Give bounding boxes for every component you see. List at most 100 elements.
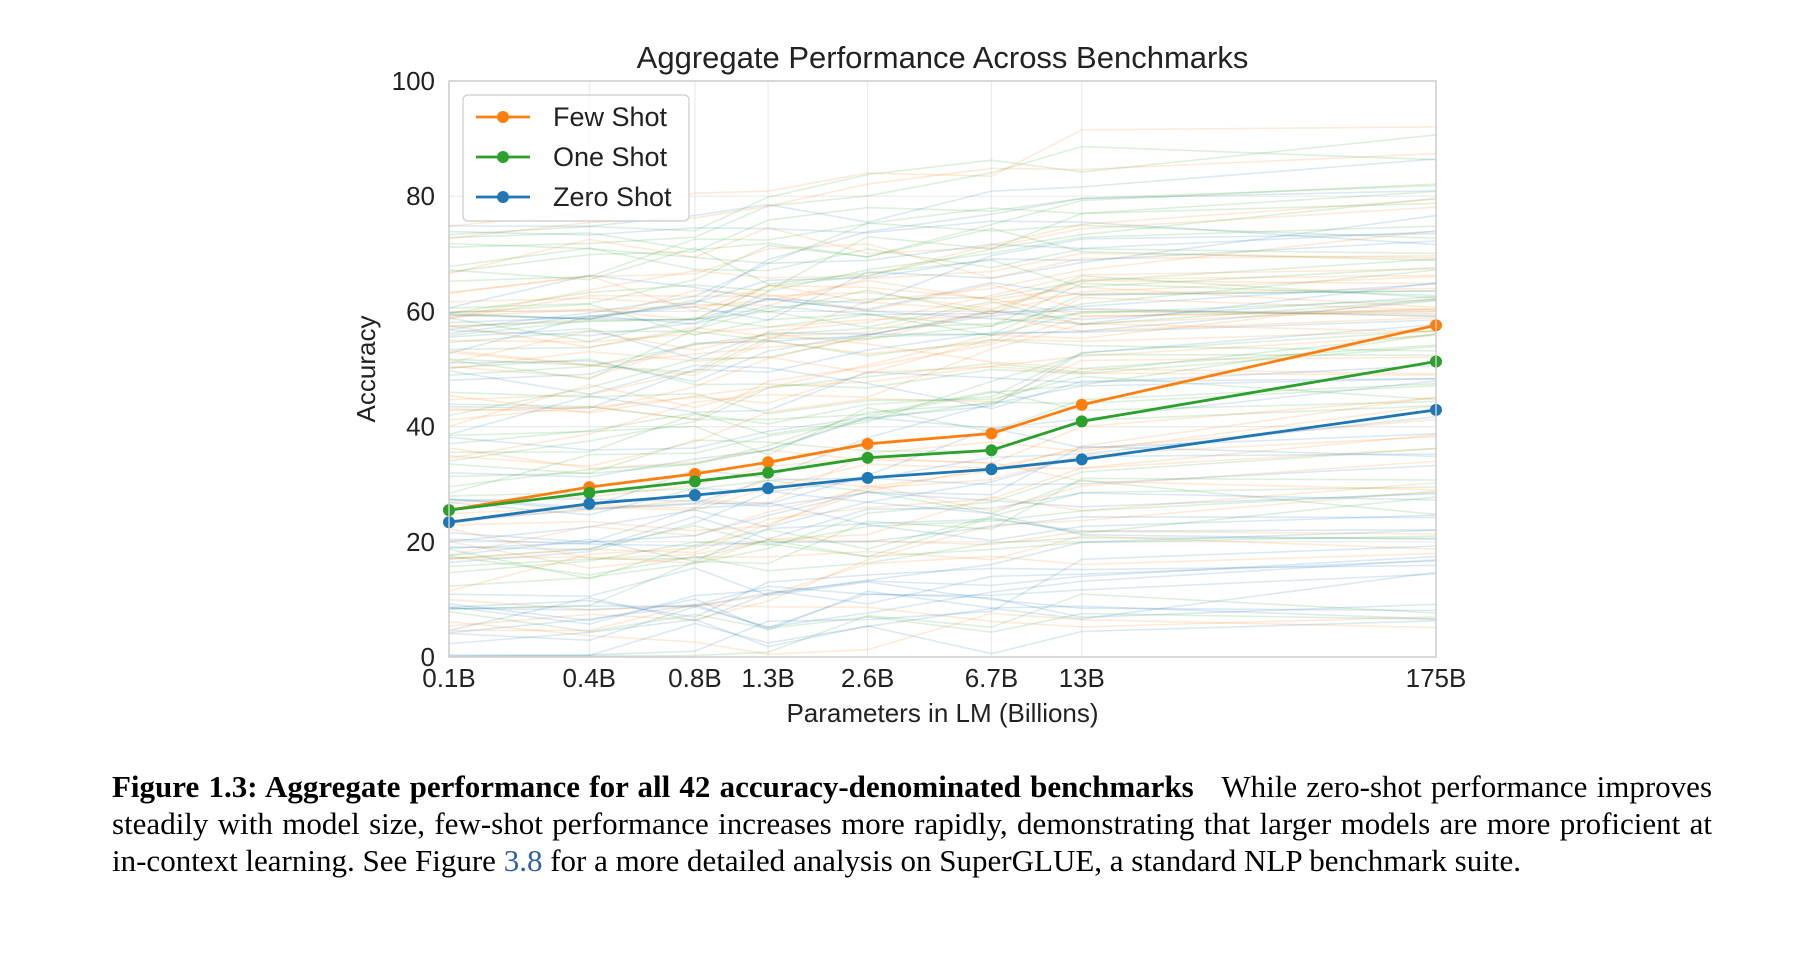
background-benchmark-line (448, 281, 1437, 337)
chart-title: Aggregate Performance Across Benchmarks (637, 40, 1249, 75)
background-benchmark-line (448, 330, 1437, 375)
figure-ref-link[interactable]: 3.8 (503, 843, 543, 878)
background-benchmark-line (448, 229, 1437, 379)
background-benchmark-line (448, 404, 1437, 522)
background-benchmark-line (448, 545, 1437, 657)
background-benchmark-line (448, 555, 1437, 610)
caption-label: Figure 1.3: Aggregate performance for al… (112, 769, 1194, 804)
background-benchmark-line (448, 491, 1437, 508)
background-benchmark-line (448, 524, 1437, 560)
background-benchmark-line (448, 486, 1437, 580)
data-point (1075, 398, 1088, 411)
background-benchmark-line (448, 345, 1437, 389)
background-benchmark-line (449, 603, 1437, 632)
background-benchmark-line (448, 344, 1437, 475)
x-tick-label: 0.8B (668, 663, 722, 693)
background-benchmark-line (448, 247, 1437, 272)
background-benchmark-lines (448, 126, 1437, 658)
background-benchmark-line (448, 275, 1437, 327)
figure-caption: Figure 1.3: Aggregate performance for al… (112, 768, 1712, 879)
legend-label: One Shot (553, 142, 668, 172)
background-benchmark-line (448, 279, 1437, 318)
background-benchmark-line (448, 447, 1437, 587)
data-point (1075, 415, 1088, 428)
x-tick-label: 13B (1059, 663, 1105, 693)
background-benchmark-line (448, 460, 1437, 532)
background-benchmark-line (448, 592, 1437, 629)
x-tick-label: 175B (1406, 663, 1467, 693)
background-benchmark-line (448, 295, 1437, 382)
data-point (861, 437, 874, 450)
background-benchmark-line (448, 491, 1437, 574)
background-benchmark-line (448, 274, 1437, 320)
legend-marker (497, 111, 509, 123)
background-benchmark-line (448, 490, 1437, 627)
background-benchmark-line (448, 418, 1437, 561)
background-benchmark-line (448, 487, 1437, 541)
background-benchmark-line (448, 246, 1437, 288)
background-benchmark-line (448, 323, 1437, 478)
background-benchmark-line (448, 227, 1437, 262)
background-benchmark-line (448, 435, 1437, 557)
y-tick-label: 60 (406, 296, 435, 326)
x-tick-label: 0.4B (563, 663, 617, 693)
background-benchmark-line (448, 330, 1437, 357)
background-benchmark-line (448, 283, 1437, 335)
background-benchmark-line (448, 214, 1437, 355)
background-benchmark-line (448, 268, 1437, 401)
background-benchmark-line (448, 134, 1437, 236)
background-benchmark-line (448, 496, 1437, 568)
background-benchmark-line (448, 447, 1437, 515)
caption-text: While zero-shot performance improves ste… (112, 769, 1713, 878)
background-benchmark-line (448, 353, 1437, 495)
background-benchmark-line (448, 464, 1437, 524)
background-benchmark-line (448, 564, 1437, 619)
data-point (688, 489, 701, 502)
background-benchmark-line (448, 415, 1437, 564)
background-benchmark-line (448, 274, 1437, 317)
background-benchmark-line (448, 492, 1437, 551)
background-benchmark-line (448, 390, 1437, 421)
legend-marker (497, 191, 509, 203)
background-benchmark-line (448, 283, 1437, 328)
background-benchmark-line (448, 298, 1437, 376)
background-benchmark-line (448, 365, 1437, 412)
background-benchmark-line (448, 296, 1437, 377)
background-benchmark-line (448, 364, 1437, 410)
background-benchmark-line (448, 303, 1437, 337)
background-benchmark-line (448, 535, 1437, 569)
data-point (985, 463, 998, 476)
legend-label: Zero Shot (553, 182, 672, 212)
background-benchmark-line (448, 382, 1437, 456)
background-benchmark-line (448, 380, 1437, 549)
background-benchmark-line (448, 445, 1437, 543)
background-benchmark-line (448, 287, 1437, 349)
background-benchmark-line (448, 518, 1437, 563)
legend: Few Shot One Shot Zero Shot (462, 94, 690, 222)
data-point (762, 482, 775, 495)
background-benchmark-line (448, 189, 1437, 324)
background-benchmark-line (448, 145, 1437, 248)
x-tick-label: 0.1B (422, 663, 476, 693)
background-benchmark-line (448, 529, 1437, 632)
background-benchmark-line (448, 202, 1437, 337)
data-point (762, 456, 775, 469)
background-benchmark-line (448, 190, 1437, 282)
background-benchmark-line (448, 610, 1437, 634)
plot-frame (448, 80, 1437, 658)
background-benchmark-line (448, 308, 1437, 421)
background-benchmark-line (448, 536, 1437, 576)
background-benchmark-line (448, 240, 1437, 320)
series-line (448, 360, 1437, 512)
background-benchmark-line (448, 299, 1437, 329)
legend-marker (497, 151, 509, 163)
series-lines (443, 319, 1442, 529)
data-point (583, 486, 596, 499)
background-benchmark-line (448, 364, 1437, 436)
data-point (583, 497, 596, 510)
background-benchmark-line (448, 482, 1437, 565)
background-benchmark-line (448, 274, 1437, 311)
background-benchmark-line (448, 220, 1437, 246)
background-benchmark-line (448, 300, 1437, 383)
data-point (985, 444, 998, 457)
